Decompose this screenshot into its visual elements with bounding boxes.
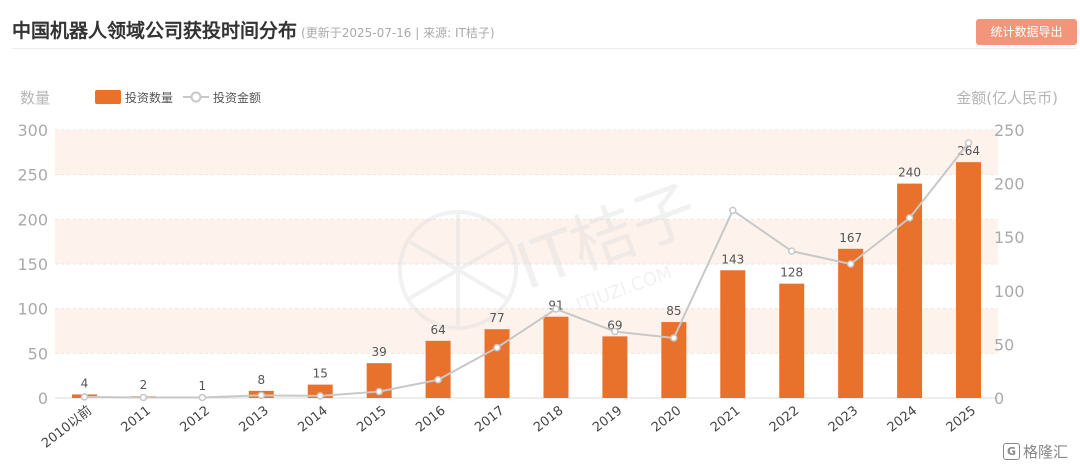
line-point — [139, 393, 148, 402]
bar-value-label: 128 — [780, 266, 803, 280]
x-tick-label: 2012 — [177, 403, 212, 435]
left-tick-label: 100 — [17, 300, 48, 319]
chart-header: 中国机器人领域公司获投时间分布 (更新于2025-07-16 | 来源: IT桔子… — [0, 0, 1080, 48]
legend-line-marker — [190, 91, 202, 103]
bar-value-label: 39 — [372, 345, 387, 359]
x-tick-label: 2025 — [944, 403, 979, 435]
bar-value-label: 77 — [489, 311, 504, 325]
right-tick-label: 250 — [994, 121, 1025, 140]
bar-value-label: 264 — [957, 144, 980, 158]
bar-value-label: 4 — [81, 376, 89, 390]
line-point — [905, 214, 914, 222]
right-tick-label: 100 — [994, 282, 1025, 301]
bar — [661, 322, 687, 398]
grid-band — [55, 130, 998, 175]
bar — [484, 329, 510, 398]
bar — [956, 162, 982, 398]
watermark-logo-icon — [398, 210, 518, 330]
legend-bar-label: 投资数量 — [125, 90, 173, 105]
right-tick-label: 0 — [994, 389, 1004, 408]
line-point — [198, 393, 207, 402]
line-series — [80, 139, 973, 402]
bar-value-label: 2 — [140, 378, 148, 392]
bar-value-label: 1 — [199, 379, 207, 393]
bar — [425, 340, 451, 398]
left-axis-title: 数量 — [20, 89, 50, 107]
bar-value-label: 143 — [721, 252, 744, 266]
line-point — [257, 391, 266, 400]
left-tick-label: 50 — [28, 344, 48, 363]
legend-bar-swatch — [95, 90, 121, 104]
line-point — [670, 334, 678, 342]
x-axis: 2010以前 2011 2012 2013 2014 2015 2016 2017 2018 20… — [39, 403, 979, 452]
line-point — [964, 139, 973, 147]
right-axis-title: 金额(亿人民币) — [956, 89, 1058, 107]
left-tick-label: 300 — [17, 121, 48, 140]
bar-value-label: 15 — [313, 367, 328, 381]
right-tick-label: 50 — [994, 335, 1014, 354]
bar-value-label: 8 — [257, 373, 265, 387]
bar-value-label: 64 — [430, 323, 445, 337]
x-tick-label: 2019 — [590, 403, 625, 435]
watermark-logo-segments — [408, 214, 508, 326]
line-point — [434, 376, 442, 384]
bar — [779, 283, 805, 398]
update-subtitle: (更新于2025-07-16 | 来源: IT桔子) — [301, 26, 495, 40]
page-title: 中国机器人领域公司获投时间分布 (更新于2025-07-16 | 来源: IT桔子… — [12, 19, 495, 45]
line-point — [729, 206, 737, 215]
line-point — [611, 327, 619, 336]
x-tick-label: 2011 — [119, 403, 154, 435]
x-tick-label: 2020 — [649, 403, 684, 435]
line-point — [552, 305, 560, 313]
bar-value-label: 85 — [666, 304, 681, 318]
x-tick-label: 2021 — [708, 403, 743, 435]
line-point — [80, 393, 89, 401]
right-axis: 0 50 100 150 200 250 — [994, 121, 1025, 408]
line-point — [787, 247, 796, 255]
bar — [720, 270, 746, 398]
left-tick-label: 0 — [38, 389, 48, 408]
x-tick-label: 2023 — [826, 403, 861, 435]
legend: 投资数量 投资金额 — [95, 90, 261, 105]
left-tick-label: 200 — [17, 210, 48, 229]
x-tick-label: 2015 — [354, 403, 389, 435]
right-tick-label: 200 — [994, 175, 1025, 194]
x-tick-label: 2013 — [236, 403, 271, 435]
left-tick-label: 250 — [17, 166, 48, 185]
bar-data-labels: 421815396477916985143128167240264 — [81, 144, 980, 393]
x-tick-label: 2014 — [295, 403, 330, 435]
bar — [543, 316, 569, 398]
x-tick-label: 2022 — [767, 403, 802, 435]
amount-line — [84, 142, 970, 399]
x-tick-label: 2018 — [531, 403, 566, 435]
line-point — [846, 260, 855, 268]
x-tick-label: 2017 — [472, 403, 507, 435]
bar — [838, 248, 864, 398]
bar-series — [71, 162, 982, 398]
export-stats-button[interactable]: 统计数据导出 — [976, 19, 1077, 45]
left-tick-label: 150 — [17, 255, 48, 274]
x-tick-label: 2024 — [885, 403, 920, 435]
line-point — [316, 392, 324, 400]
left-axis: 0 50 100 150 200 250 300 — [17, 121, 48, 408]
bar — [602, 336, 628, 398]
header-divider — [12, 48, 1076, 49]
line-point — [493, 343, 501, 352]
x-tick-label: 2010以前 — [39, 403, 95, 452]
right-tick-label: 150 — [994, 228, 1025, 247]
line-point — [375, 387, 383, 396]
title-text: 中国机器人领域公司获投时间分布 — [12, 20, 298, 42]
bar-value-label: 69 — [607, 318, 622, 332]
corner-watermark: G 格隆汇 — [1003, 441, 1068, 461]
bar-value-label: 240 — [898, 166, 921, 180]
gelonghui-logo-icon: G — [1003, 442, 1020, 460]
x-tick-label: 2016 — [413, 403, 448, 435]
legend-line-label: 投资金额 — [213, 90, 261, 105]
corner-watermark-text: 格隆汇 — [1023, 442, 1069, 461]
bar-value-label: 167 — [839, 231, 862, 245]
